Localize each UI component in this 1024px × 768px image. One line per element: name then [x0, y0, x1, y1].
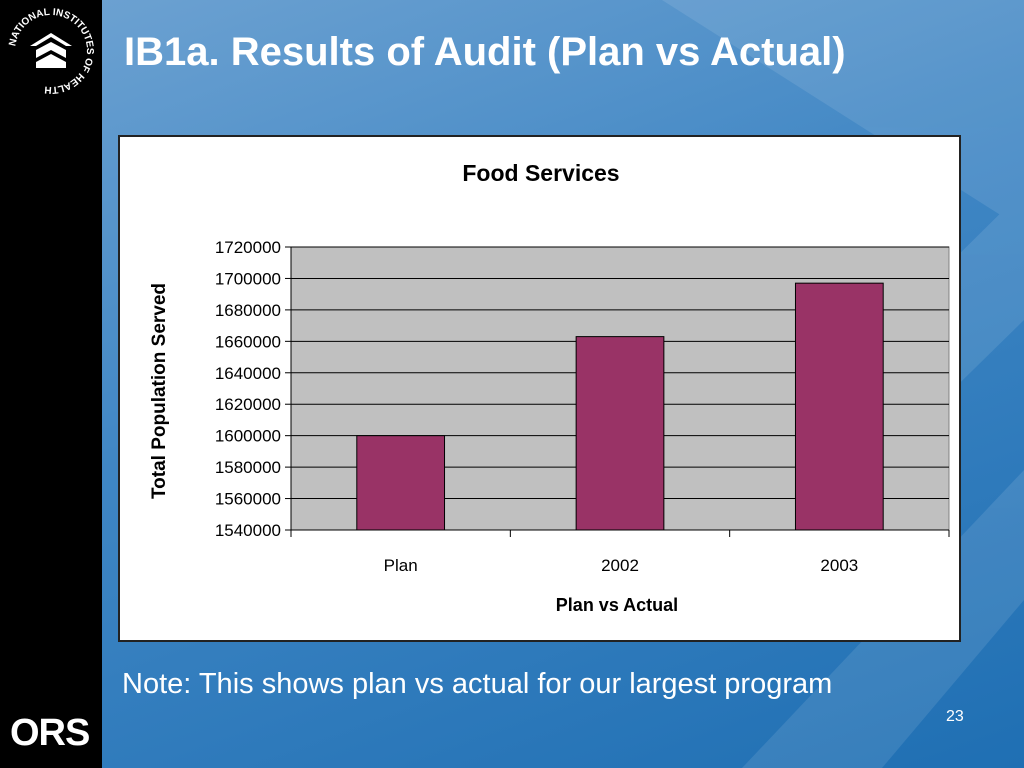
slide-title: IB1a. Results of Audit (Plan vs Actual)	[124, 30, 846, 74]
y-tick-label: 1680000	[215, 301, 281, 320]
chart-title: Food Services	[462, 160, 619, 186]
x-axis-title: Plan vs Actual	[556, 595, 678, 615]
y-tick-label: 1580000	[215, 458, 281, 477]
y-tick-label: 1600000	[215, 427, 281, 446]
x-tick-label: 2002	[601, 556, 639, 575]
y-tick-label: 1720000	[215, 238, 281, 257]
slide-note: Note: This shows plan vs actual for our …	[122, 668, 833, 700]
ors-logo: ORS	[10, 712, 90, 754]
chart-panel: 1540000 1560000 1580000 1600000 1620000 16400…	[118, 135, 961, 642]
y-tick-label: 1640000	[215, 364, 281, 383]
y-tick-label: 1540000	[215, 521, 281, 540]
bar-2002	[575, 336, 665, 531]
left-sidebar: NATIONAL INSTITUTES OF HEALTH ORS	[0, 0, 102, 768]
page-number: 23	[946, 708, 964, 725]
nih-logo: NATIONAL INSTITUTES OF HEALTH	[7, 7, 95, 95]
bar-2003	[794, 282, 884, 531]
x-tick-label: Plan	[384, 556, 418, 575]
y-tick-label: 1660000	[215, 332, 281, 351]
y-axis-title: Total Population Served	[149, 283, 170, 499]
bar-chart: 1540000 1560000 1580000 1600000 1620000 16400…	[149, 160, 950, 615]
y-tick-label: 1560000	[215, 490, 281, 509]
svg-text:NATIONAL INSTITUTES OF HEALTH: NATIONAL INSTITUTES OF HEALTH	[7, 7, 95, 95]
nih-logo-text: NATIONAL INSTITUTES OF HEALTH	[7, 7, 95, 95]
y-tick-label: 1620000	[215, 395, 281, 414]
bar-Plan	[356, 435, 446, 531]
y-tick-label: 1700000	[215, 269, 281, 288]
x-tick-label: 2003	[820, 556, 858, 575]
